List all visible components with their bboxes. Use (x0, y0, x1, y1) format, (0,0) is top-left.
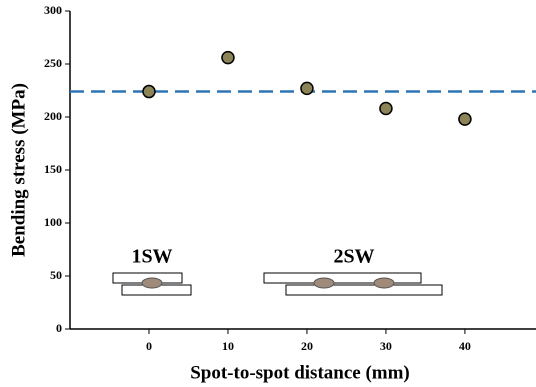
annotation: 1SW (131, 246, 172, 268)
sheet (285, 284, 443, 296)
x-tick-label: 20 (301, 339, 313, 353)
y-tick-label: 250 (44, 56, 62, 70)
point (300, 81, 314, 96)
annotation: 2SW (333, 246, 374, 268)
sheet (263, 272, 422, 284)
y-tick-label: 300 (44, 3, 62, 17)
point (379, 101, 393, 116)
x-tick-label: 40 (459, 339, 471, 353)
y-tick-label: 0 (56, 321, 62, 335)
x-tick-label: 0 (146, 339, 152, 353)
weld (141, 277, 163, 289)
y-tick-label: 200 (44, 109, 62, 123)
weld (313, 277, 335, 289)
y-tick-label: 100 (44, 215, 62, 229)
y-tick-label: 50 (50, 268, 62, 282)
x-tick-label: 30 (380, 339, 392, 353)
y-tick-label: 150 (44, 162, 62, 176)
weld (373, 277, 395, 289)
x-tick-label: 10 (222, 339, 234, 353)
y-axis-title: Bending stress (MPa) (8, 83, 29, 257)
point (221, 50, 235, 65)
point (458, 112, 472, 126)
schematic (112, 272, 443, 296)
x-axis-title: Spot-to-spot distance (mm) (190, 362, 410, 383)
point (142, 84, 156, 99)
